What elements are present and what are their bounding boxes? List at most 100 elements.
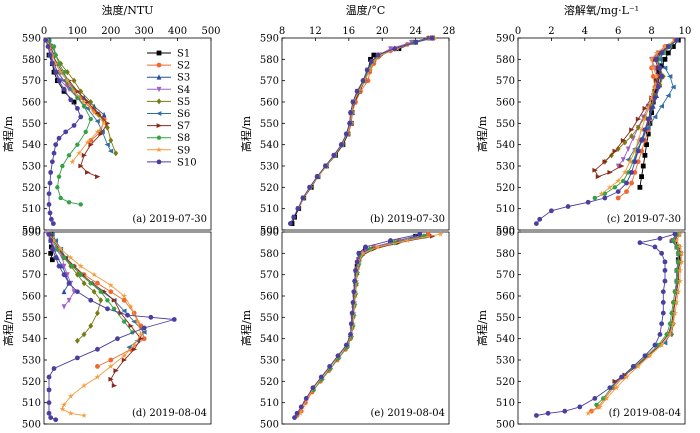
data-point [637,184,643,190]
data-point [67,393,74,399]
legend-label: S7 [177,121,190,132]
data-point [48,170,54,175]
data-point [61,304,67,310]
data-point [78,272,84,277]
plot-frame [517,231,686,425]
data-point [343,131,349,137]
data-point [50,237,58,244]
data-point [46,400,52,406]
y-tick-label: 530 [260,356,279,367]
y-tick-label: 500 [22,226,41,237]
chart-panel-4: 500 510 520 530 540 550 560 570 580 590 高程/m (d) 20… [1,228,212,431]
series-line [296,233,429,416]
legend-marker [156,74,162,80]
data-point [359,250,367,256]
data-point [413,39,418,45]
data-point [437,230,444,237]
data-point [629,127,635,133]
y-tick-label: 540 [260,140,279,151]
data-point [71,99,77,105]
y-tick-label: 520 [22,183,41,194]
data-point [662,268,668,273]
data-point [69,158,76,165]
y-tick-label: 510 [22,204,41,215]
data-point [619,374,624,380]
data-point [45,44,51,49]
panel-label: (d) 2019-08-04 [132,408,207,419]
x-tick-label: 500 [201,26,220,37]
series-s9 [45,230,144,419]
data-point [131,341,138,348]
data-point [635,116,642,122]
data-point [348,110,353,116]
series-line [291,37,433,224]
data-point [670,238,676,243]
data-point [613,384,620,391]
data-point [642,106,648,111]
data-point [318,374,324,380]
data-point [641,115,648,122]
data-point [670,44,676,49]
y-tick-label: 510 [260,398,279,409]
data-point [620,138,627,143]
data-point [292,415,297,420]
y-tick-label: 550 [22,313,41,324]
data-point [49,159,55,165]
data-point [577,404,583,410]
data-point [64,69,70,76]
y-tick-label: 540 [260,334,279,345]
data-point [642,127,648,133]
data-point [48,250,54,256]
data-point [61,263,67,270]
data-point [294,410,300,416]
data-point [594,402,599,407]
legend-marker [156,50,162,56]
data-point [81,382,88,389]
data-point [111,306,117,311]
y-tick-label: 500 [496,420,515,431]
y-tick-label: 560 [496,292,515,303]
data-point [348,321,354,327]
data-point [53,69,59,75]
data-point [639,138,644,143]
data-point [602,159,608,165]
data-point [108,357,114,363]
data-point [56,78,62,84]
data-point [83,129,89,134]
data-point [615,145,621,152]
x-tick-label: 100 [68,26,87,37]
data-point [635,159,641,165]
data-point [134,318,141,325]
data-point [370,58,377,65]
data-point [113,150,119,157]
data-point [107,363,114,369]
y-tick-label: 550 [260,313,279,324]
data-point [88,116,94,122]
data-point [388,46,393,52]
y-axis-title: 高程/m [1,115,15,152]
data-point [171,317,177,322]
data-point [48,216,54,222]
data-point [95,174,101,180]
data-point [655,84,661,90]
data-point [625,146,631,152]
data-point [607,170,613,175]
data-point [343,342,349,348]
series-s4 [352,233,423,297]
data-point [417,231,423,237]
data-point [47,52,53,58]
data-point [635,363,642,369]
y-axis-title: 高程/m [239,115,253,152]
legend-marker [156,123,162,128]
series-s9 [297,230,444,416]
data-point [88,142,94,148]
data-point [624,189,629,195]
data-point [113,368,119,374]
data-point [645,116,651,122]
series-line [45,39,82,224]
data-point [348,332,353,337]
data-point [141,325,147,331]
